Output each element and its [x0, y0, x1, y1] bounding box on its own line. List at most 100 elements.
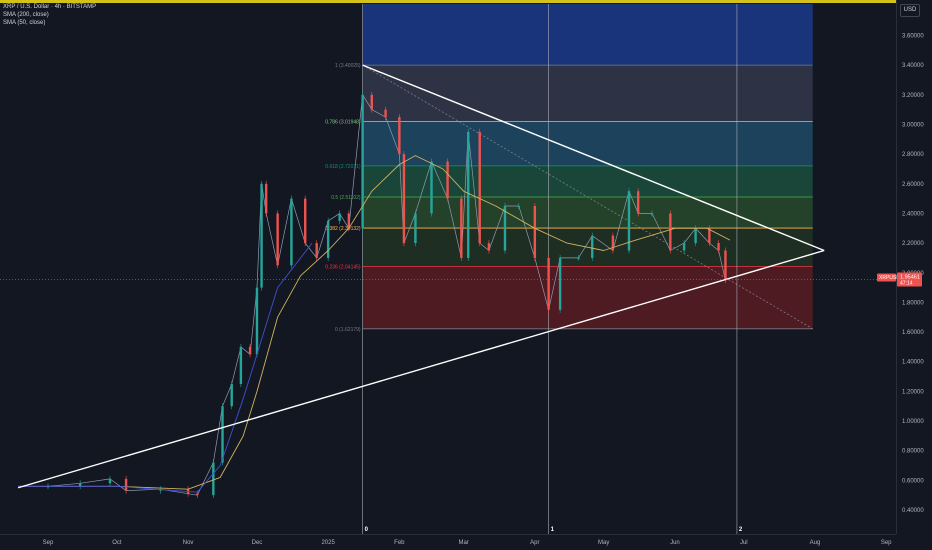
candle-body — [239, 346, 243, 384]
plot-area: 1 (3.40025) 0.786 (3.01948) 0.618 (2.72071… — [0, 4, 896, 534]
fib-band-4 — [362, 196, 813, 229]
candle-body — [347, 213, 351, 229]
candle-body — [650, 213, 654, 215]
price-tag-value: 1.95461 — [900, 274, 920, 280]
sma50-legend[interactable]: SMA (50, close) — [3, 20, 46, 26]
series-sma200 — [18, 155, 731, 490]
candle-body — [370, 94, 373, 110]
series-price — [18, 94, 726, 496]
candle-body — [708, 228, 711, 244]
candle-body — [264, 183, 268, 214]
fib-band-3 — [362, 165, 813, 197]
x-tick-label: Oct — [112, 540, 122, 546]
candle-body — [577, 257, 580, 259]
price-tag-value-bg — [897, 272, 922, 287]
y-tick-label: 0.60000 — [902, 478, 924, 484]
price-tag-countdown: 47:14 — [900, 280, 913, 286]
candle-body — [669, 213, 672, 251]
candle-body — [338, 213, 341, 221]
candle-body — [627, 191, 631, 251]
trendline-lower — [17, 249, 825, 489]
x-axis-bg — [0, 534, 932, 550]
y-tick-label: 2.40000 — [902, 211, 924, 217]
fib-band-6 — [362, 266, 813, 329]
candle-body — [478, 131, 481, 244]
fib-label-0_5: 0.5 (2.51102) — [331, 195, 361, 201]
candle-body — [255, 287, 259, 355]
x-tick-label: Aug — [810, 540, 821, 546]
candle-body — [717, 243, 720, 251]
x-tick-label: Jul — [740, 540, 748, 546]
candle-body — [124, 478, 128, 491]
x-tick-label: Apr — [530, 540, 539, 546]
candle-body — [315, 243, 318, 258]
candle-body — [503, 206, 507, 251]
fib-label-0_786: 0.786 (3.01948) — [325, 120, 361, 126]
x-tick-label: Sep — [43, 540, 54, 546]
candle-body — [591, 235, 594, 258]
x-tick-label: Mar — [458, 540, 468, 546]
candle-body — [636, 191, 640, 214]
candle-body — [196, 493, 199, 496]
trendline-upper — [362, 64, 825, 252]
candle-body — [248, 346, 252, 355]
candle-body — [402, 154, 406, 244]
candle-body — [326, 220, 330, 258]
x-axis: Sep Oct Nov Dec 2025 Feb Mar Apr May Jun Jul Aug Sep — [0, 534, 932, 550]
candle-body — [611, 235, 615, 251]
fib-label-0_382: 0.382 (2.30132) — [325, 226, 361, 232]
candle-body — [46, 486, 50, 488]
candle-body — [414, 213, 417, 244]
candle-body — [361, 94, 364, 229]
candle-body — [212, 462, 215, 496]
candle-body — [487, 243, 491, 251]
series-sma50 — [18, 242, 313, 493]
candle-body — [260, 183, 263, 288]
x-tick-label: Dec — [252, 540, 263, 546]
x-tick-label: May — [598, 540, 609, 546]
candle-body — [276, 213, 279, 266]
candle-body — [724, 250, 727, 281]
candle-body — [533, 206, 537, 258]
y-tick-label: 3.60000 — [902, 34, 924, 40]
candle-body — [78, 483, 82, 487]
candle-body — [694, 228, 697, 244]
candle-body — [446, 161, 449, 199]
symbol-title[interactable]: XRP / U.S. Dollar · 4h · BITSTAMP — [3, 4, 97, 10]
candle-body — [108, 478, 112, 484]
candle-body — [230, 383, 233, 407]
y-tick-label: 1.60000 — [902, 330, 924, 336]
cycle-label-2: 2 — [739, 527, 743, 533]
x-tick-label: 2025 — [321, 540, 335, 546]
currency-button[interactable]: USD — [900, 4, 920, 17]
price-tag-symbol-bg — [877, 273, 896, 282]
top-bar — [0, 0, 932, 3]
candle-body — [517, 206, 520, 208]
candle-body — [221, 406, 224, 463]
sma200-legend[interactable]: SMA (200, close) — [3, 12, 49, 18]
price-tag-symbol: XRPUSD — [879, 275, 900, 281]
y-tick-label: 3.00000 — [902, 122, 924, 128]
y-tick-label: 1.80000 — [902, 300, 924, 306]
chart-legend: XRP / U.S. Dollar · 4h · BITSTAMP SMA (2… — [3, 3, 96, 27]
fib-label-1: 1 (3.40025) — [335, 63, 361, 69]
candle-body — [558, 257, 562, 310]
fib-trend-diagonal — [362, 64, 813, 330]
x-tick-label: Feb — [394, 540, 405, 546]
y-tick-label: 1.20000 — [902, 389, 924, 395]
candle-body — [303, 198, 307, 244]
x-tick-label: Nov — [183, 540, 194, 546]
y-tick-label: 1.40000 — [902, 360, 924, 366]
fib-band-2 — [362, 121, 813, 166]
candle-body — [547, 257, 550, 310]
candle-body — [159, 489, 162, 491]
fib-label-0_618: 0.618 (2.72071) — [325, 164, 361, 170]
fib-band-0 — [362, 4, 813, 66]
candle-body — [682, 243, 686, 251]
fib-label-0: 0 (1.62179) — [335, 327, 361, 333]
candle-body — [398, 117, 401, 155]
candle-body — [430, 161, 433, 214]
